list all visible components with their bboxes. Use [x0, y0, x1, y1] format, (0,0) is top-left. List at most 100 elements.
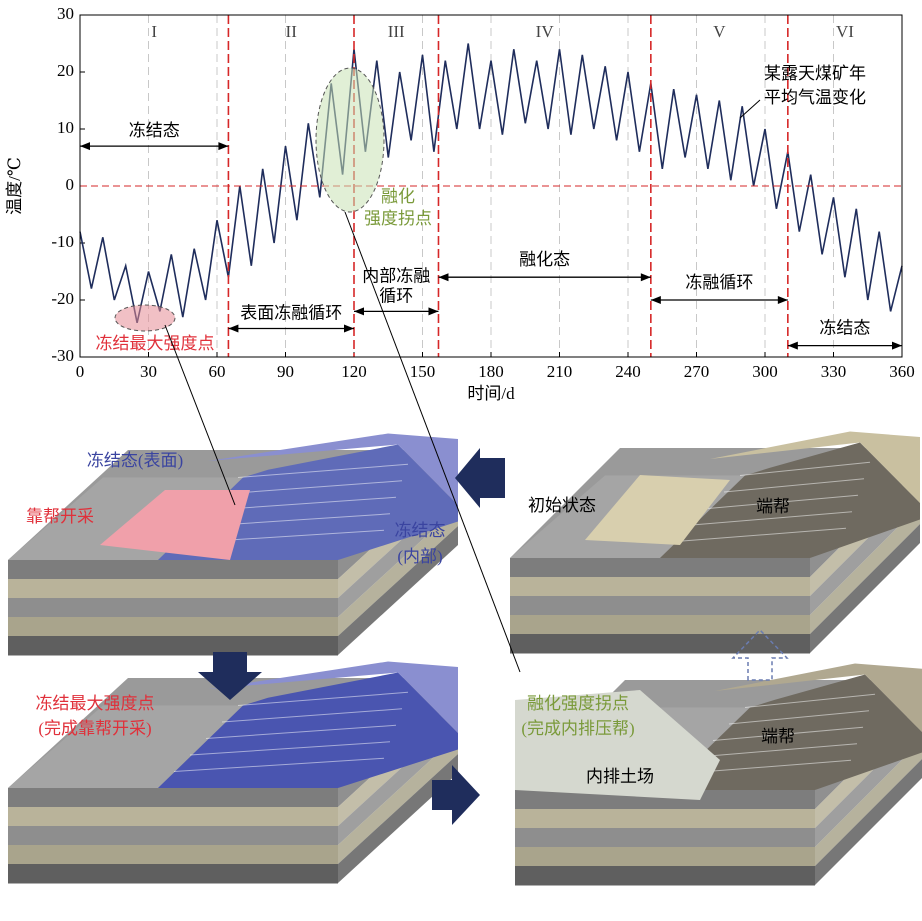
stratum-side	[810, 524, 920, 653]
stratum	[8, 788, 338, 808]
diagram-label: 靠帮开采	[26, 507, 94, 526]
stratum	[515, 847, 815, 867]
bench-top	[715, 663, 922, 732]
y-tick-label: 0	[66, 175, 75, 194]
bench-step	[691, 511, 853, 526]
bench-step	[237, 691, 409, 706]
stratum-side	[338, 754, 458, 883]
freeze-point-label: 冻结最大强度点	[96, 334, 215, 353]
x-axis-label: 时间/d	[467, 384, 515, 403]
y-tick-label: 10	[57, 118, 74, 137]
stratum	[8, 598, 338, 618]
bench-step	[744, 693, 876, 708]
series-pointer	[739, 99, 761, 119]
bench-step	[675, 527, 847, 542]
freeze-ellipse	[114, 304, 176, 332]
arrow-head	[80, 142, 90, 151]
stratum-side	[338, 526, 458, 655]
stratum	[8, 579, 338, 599]
diagram-label: 融化强度拐点	[527, 694, 629, 713]
thaw-ellipse	[315, 67, 385, 213]
stratum	[8, 826, 338, 846]
phase-label: II	[286, 22, 298, 41]
plot-frame	[79, 14, 903, 358]
x-tick-label: 240	[615, 362, 641, 381]
x-tick-label: 210	[547, 362, 573, 381]
stratum	[510, 615, 810, 635]
x-tick-label: 270	[684, 362, 710, 381]
y-tick-label: 30	[57, 4, 74, 23]
x-tick-label: 360	[889, 362, 915, 381]
stratum-side	[338, 507, 458, 636]
region-label: 内部冻融	[362, 266, 430, 285]
stratum	[8, 617, 338, 637]
initial-zone	[585, 475, 730, 545]
series-label: 平均气温变化	[764, 88, 866, 107]
mining-zone	[100, 490, 250, 560]
bench-step	[221, 480, 403, 495]
bench-slope	[158, 672, 458, 788]
stratum-side	[815, 740, 922, 866]
temperature-line	[79, 43, 903, 323]
y-tick-label: 20	[57, 61, 74, 80]
arrow-head	[438, 273, 449, 282]
stratum	[515, 790, 815, 810]
region-label: 融化态	[519, 250, 570, 269]
bench-slope	[660, 442, 920, 558]
phase-label: VI	[836, 22, 854, 41]
region-label: 循环	[379, 286, 413, 305]
diagram-label: 端帮	[761, 727, 795, 746]
bench-step	[173, 757, 385, 772]
stratum	[8, 807, 338, 827]
x-tick-label: 180	[478, 362, 504, 381]
arrow-head	[218, 142, 229, 151]
bench-step	[205, 724, 397, 739]
stratum	[510, 558, 810, 578]
stratum	[8, 864, 338, 884]
bench-step	[707, 494, 859, 509]
thaw-point-label: 融化	[381, 187, 415, 206]
bench-step	[237, 463, 409, 478]
bench-top	[208, 433, 458, 505]
stratum	[515, 866, 815, 886]
y-axis-label: 温度/℃	[5, 157, 24, 215]
x-tick-label: 120	[341, 362, 367, 381]
bench-slope	[665, 674, 922, 790]
stratum	[515, 828, 815, 848]
stratum	[8, 560, 338, 580]
x-tick-label: 330	[821, 362, 847, 381]
diagram-label: 冻结态(表面)	[87, 451, 183, 470]
arrow-down	[198, 652, 262, 700]
bench-step	[739, 461, 871, 476]
arrow-head	[640, 273, 651, 282]
arrow-head	[344, 324, 354, 333]
diagram-label: 冻结态	[395, 521, 446, 540]
stratum-side	[810, 505, 920, 634]
arrow-right	[432, 765, 480, 825]
stratum	[8, 845, 338, 865]
x-tick-label: 0	[76, 362, 85, 381]
series-label: 某露天煤矿年	[764, 64, 866, 83]
stratum	[510, 634, 810, 654]
stratum-side	[338, 735, 458, 864]
arrow-left	[455, 448, 505, 508]
bench-step	[189, 741, 391, 756]
region-label: 冻融循环	[685, 273, 753, 292]
diagram-label: 内排土场	[586, 767, 654, 786]
phase-label: IV	[536, 22, 555, 41]
diagram-label: (内部)	[397, 547, 442, 566]
link-line	[344, 211, 521, 673]
diagram-label: 端帮	[756, 497, 790, 516]
x-tick-label: 150	[410, 362, 436, 381]
arrow-head	[892, 341, 902, 350]
diagram-label: (完成内排压帮)	[521, 719, 634, 738]
diagram-label: 初始状态	[528, 496, 596, 515]
arrow-head	[228, 324, 239, 333]
stratum	[510, 596, 810, 616]
phase-label: III	[388, 22, 405, 41]
chart: 0 30 60 90 120 150 180 210 240 270 300 330 360-30-20…	[5, 4, 915, 673]
arrow-head	[650, 296, 661, 304]
bench-top	[208, 661, 458, 733]
